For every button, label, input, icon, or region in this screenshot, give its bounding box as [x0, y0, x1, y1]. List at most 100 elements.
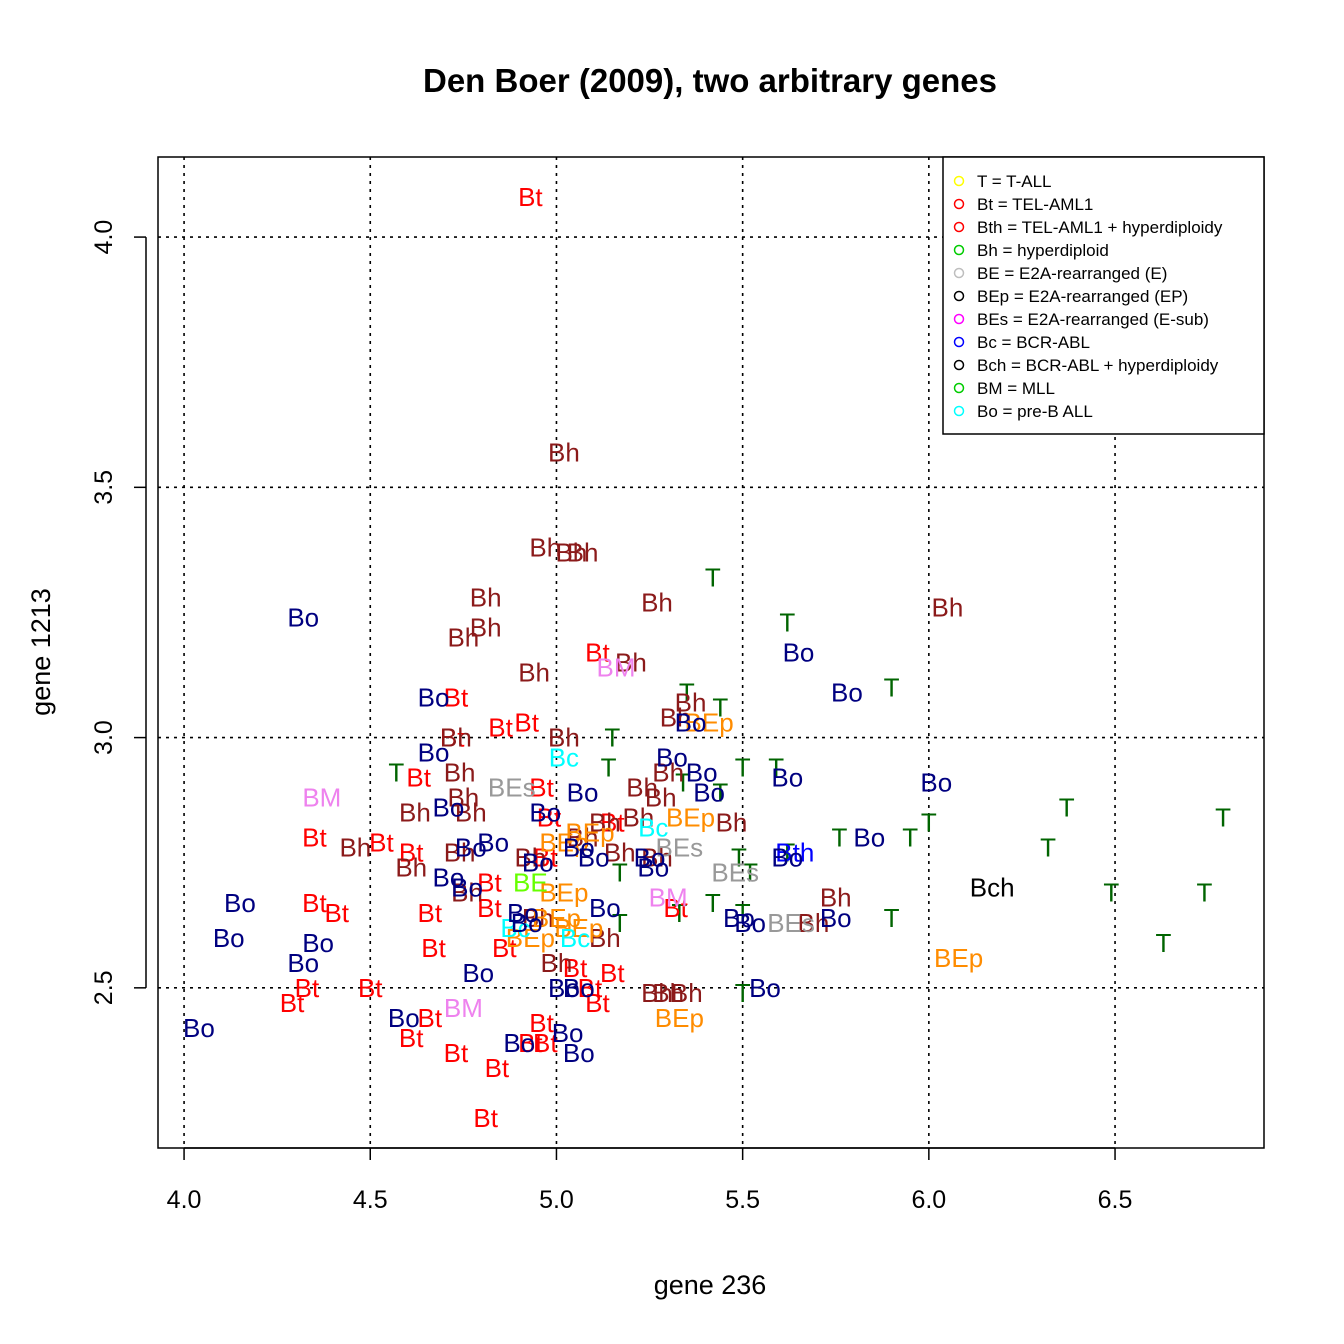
data-point-t: T: [742, 858, 758, 888]
data-point-bo: Bo: [675, 708, 707, 738]
data-point-bep: BEp: [554, 913, 603, 943]
data-point-t: T: [921, 808, 937, 838]
data-point-bh: Bh: [641, 978, 673, 1008]
data-point-bt: Bt: [529, 773, 554, 803]
data-point-be: BE: [513, 868, 548, 898]
data-point-bo: Bo: [853, 823, 885, 853]
data-point-bh: Bh: [652, 978, 684, 1008]
legend-marker: [953, 221, 965, 233]
legend-box: [942, 156, 1265, 435]
data-point-bo: Bo: [589, 893, 621, 923]
data-point-bo: Bo: [567, 778, 599, 808]
data-point-bo: Bo: [455, 833, 487, 863]
y-tick-label: 2.5: [90, 970, 118, 1005]
legend-marker: [953, 267, 965, 279]
y-tick-label: 3.0: [90, 720, 118, 755]
data-point-t: T: [712, 778, 728, 808]
x-axis-title: gene 236: [654, 1270, 767, 1300]
data-point-bt: Bt: [302, 888, 327, 918]
data-point-bh: Bh: [470, 612, 502, 642]
chart-title: Den Boer (2009), two arbitrary genes: [423, 62, 997, 99]
data-point-bc: Bc: [560, 923, 590, 953]
data-point-bo: Bo: [418, 683, 450, 713]
data-point-bep: BEp: [565, 818, 614, 848]
data-point-bep: BEp: [539, 828, 588, 858]
data-point-bo: Bo: [686, 758, 718, 788]
data-point-bo: Bo: [183, 1013, 215, 1043]
data-point-t: T: [735, 978, 751, 1008]
data-point-bh: Bh: [615, 648, 647, 678]
x-tick-label: 4.5: [353, 1186, 388, 1214]
data-point-bo: Bo: [771, 843, 803, 873]
data-point-bh: Bh: [589, 923, 621, 953]
data-point-t: T: [735, 898, 751, 928]
data-point-bh: Bh: [555, 537, 587, 567]
data-point-t: T: [712, 693, 728, 723]
data-point-t: T: [779, 838, 795, 868]
data-point-t: T: [832, 823, 848, 853]
legend-marker: [953, 244, 965, 256]
data-point-t: T: [1040, 833, 1056, 863]
data-point-bt: Bt: [418, 1003, 443, 1033]
data-point-bo: Bo: [920, 768, 952, 798]
data-point-bc: Bc: [500, 913, 530, 943]
data-point-t: T: [1215, 803, 1231, 833]
data-point-bh: Bh: [518, 658, 550, 688]
data-point-bo: Bo: [388, 1003, 420, 1033]
data-point-bt: Bt: [600, 808, 625, 838]
data-point-bh: Bh: [652, 758, 684, 788]
data-point-bh: Bh: [798, 908, 830, 938]
data-point-bo: Bo: [507, 898, 539, 928]
data-point-bh: Bh: [339, 833, 371, 863]
data-point-bh: Bh: [671, 978, 703, 1008]
data-point-bt: Bt: [585, 638, 610, 668]
data-point-t: T: [612, 908, 628, 938]
data-point-bt: Bt: [369, 828, 394, 858]
legend-marker: [953, 198, 965, 210]
data-point-bh: Bh: [444, 758, 476, 788]
legend-label: Bc = BCR-ABL: [977, 333, 1090, 352]
y-axis-title: gene 1213: [26, 588, 56, 716]
y-tick-label: 3.5: [90, 470, 118, 505]
data-point-bo: Bo: [213, 923, 245, 953]
data-point-bh: Bh: [395, 853, 427, 883]
data-point-t: T: [884, 673, 900, 703]
data-point-bh: Bh: [675, 688, 707, 718]
data-point-bep: BEp: [506, 923, 555, 953]
data-point-bh: Bh: [399, 798, 431, 828]
data-point-bes: BEs: [488, 773, 536, 803]
data-point-bh: Bh: [522, 903, 554, 933]
data-point-t: T: [705, 562, 721, 592]
data-point-bep: BEp: [655, 1003, 704, 1033]
data-point-bo: Bo: [563, 1038, 595, 1068]
legend: T = T-ALL Bt = TEL-AML1 Bth = TEL-AML1 + h…: [942, 156, 1265, 435]
data-point-bo: Bo: [418, 738, 450, 768]
grid-lines: [158, 157, 1264, 1148]
data-point-bo: Bo: [563, 833, 595, 863]
data-point-bc: Bc: [549, 743, 579, 773]
data-point-t: T: [388, 758, 404, 788]
data-point-bo: Bo: [451, 873, 483, 903]
data-point-bo: Bo: [287, 948, 319, 978]
data-point-bt: Bt: [477, 893, 502, 923]
data-point-bt: Bt: [477, 868, 502, 898]
data-point-bo: Bo: [529, 798, 561, 828]
data-point-bth: Bth: [775, 838, 814, 868]
data-point-bt: Bt: [399, 838, 424, 868]
data-point-bes: BEs: [767, 908, 815, 938]
data-point-t: T: [731, 843, 747, 873]
data-point-bep: BEp: [934, 943, 983, 973]
data-point-bo: Bo: [693, 778, 725, 808]
legend-marker: [953, 175, 965, 187]
data-point-bh: Bh: [932, 592, 964, 622]
data-point-bo: Bo: [634, 843, 666, 873]
data-point-bo: Bo: [771, 763, 803, 793]
y-tick-label: 4.0: [90, 220, 118, 255]
legend-label: Bth = TEL-AML1 + hyperdiploidy: [977, 218, 1223, 237]
data-point-bt: Bt: [514, 708, 539, 738]
data-point-bt: Bt: [488, 713, 513, 743]
data-point-bo: Bo: [578, 843, 610, 873]
legend-marker: [953, 359, 965, 371]
